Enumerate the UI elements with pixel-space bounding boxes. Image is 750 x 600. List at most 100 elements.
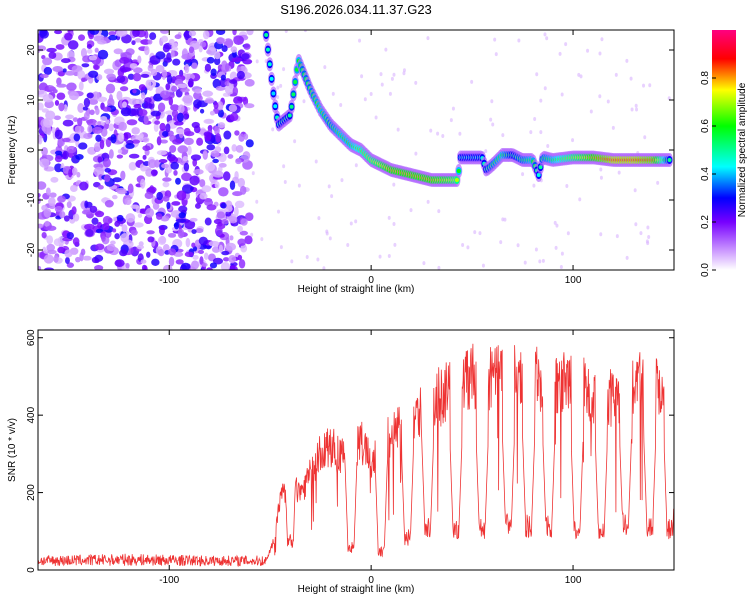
noise-blob [539, 98, 543, 103]
noise-blob [79, 181, 89, 191]
noise-blob [489, 117, 493, 122]
noise-blob [130, 108, 139, 116]
noise-blob [598, 94, 602, 99]
noise-blob [128, 161, 137, 171]
noise-blob [57, 70, 65, 77]
noise-blob [233, 35, 244, 46]
noise-blob [648, 83, 652, 88]
noise-blob [643, 135, 647, 140]
noise-blob [235, 158, 242, 165]
noise-blob [216, 37, 225, 45]
noise-blob [199, 256, 204, 265]
noise-blob [203, 131, 212, 137]
noise-blob [73, 133, 81, 142]
noise-blob [155, 51, 166, 60]
noise-blob [240, 218, 248, 226]
noise-blob [112, 228, 117, 233]
noise-blob [68, 91, 80, 101]
noise-blob [181, 53, 193, 60]
noise-blob [209, 110, 215, 116]
noise-blob [232, 191, 243, 197]
noise-blob [429, 128, 433, 133]
colorbar-ticks: 0.0 0.2 0.4 0.6 0.8 [700, 71, 716, 277]
noise-blob [89, 205, 98, 213]
noise-blob [142, 145, 151, 151]
noise-blob [183, 127, 191, 136]
noise-blob [172, 138, 182, 145]
noise-blob [327, 184, 331, 189]
noise-blob [147, 39, 153, 45]
y-tick-label: 0 [26, 567, 37, 573]
noise-blob [97, 49, 109, 60]
noise-blob [171, 109, 179, 118]
x-tick-label: 100 [565, 275, 582, 286]
ridge-core [267, 62, 272, 67]
noise-blob [42, 57, 53, 66]
noise-blob [72, 237, 80, 246]
noise-blob [625, 255, 629, 260]
noise-blob [647, 234, 651, 239]
noise-blob [102, 106, 112, 112]
noise-blob [330, 194, 334, 199]
noise-blob [188, 30, 197, 37]
noise-blob [114, 220, 121, 227]
noise-blob [230, 46, 238, 53]
ridge-core [454, 178, 459, 182]
noise-blob [45, 187, 51, 196]
noise-blob [161, 163, 169, 169]
noise-blob [198, 45, 203, 53]
noise-blob [80, 47, 88, 58]
noise-blob [120, 232, 130, 243]
noise-blob [571, 138, 575, 143]
noise-blob [142, 154, 147, 160]
noise-blob [75, 153, 84, 160]
noise-blob [209, 262, 218, 269]
noise-blob [160, 30, 170, 34]
noise-blob [598, 51, 602, 56]
noise-blob [108, 149, 114, 159]
colorbar-label: Normalized spectral amplitude [737, 82, 748, 217]
noise-blob [250, 232, 254, 237]
noise-blob [218, 187, 229, 197]
noise-blob [221, 250, 230, 256]
noise-blob [53, 115, 61, 121]
noise-blob [159, 225, 165, 236]
noise-blob [162, 181, 170, 188]
noise-blob [565, 184, 569, 189]
noise-blob [225, 63, 230, 72]
noise-blob [147, 236, 155, 243]
noise-blob [276, 95, 280, 100]
noise-blob [189, 217, 198, 222]
noise-blob [143, 102, 153, 109]
noise-blob [195, 203, 201, 209]
ridge-core [269, 76, 274, 81]
noise-blob [239, 185, 247, 195]
noise-blob [132, 30, 140, 38]
noise-blob [441, 134, 445, 139]
noise-blob [191, 121, 200, 129]
noise-blob [95, 243, 105, 251]
noise-blob [60, 58, 71, 64]
noise-blob [363, 97, 367, 102]
noise-blob [243, 133, 249, 140]
noise-blob [458, 131, 462, 136]
noise-blob [97, 121, 102, 126]
ridge-core [264, 33, 269, 37]
noise-blob [499, 240, 503, 245]
noise-blob [89, 30, 100, 36]
noise-blob [64, 32, 73, 41]
noise-blob [183, 162, 190, 172]
noise-blob [124, 197, 132, 206]
noise-blob [214, 226, 223, 237]
noise-blob [160, 215, 170, 222]
noise-blob [42, 94, 54, 103]
noise-blob [126, 119, 138, 126]
colorbar-tick-label: 0.2 [700, 215, 711, 229]
noise-blob [175, 177, 181, 185]
noise-blob [162, 44, 170, 53]
noise-blob [93, 64, 99, 70]
noise-blob [244, 79, 255, 87]
noise-blob [532, 183, 536, 188]
noise-blob [119, 249, 128, 257]
noise-blob [251, 171, 255, 176]
